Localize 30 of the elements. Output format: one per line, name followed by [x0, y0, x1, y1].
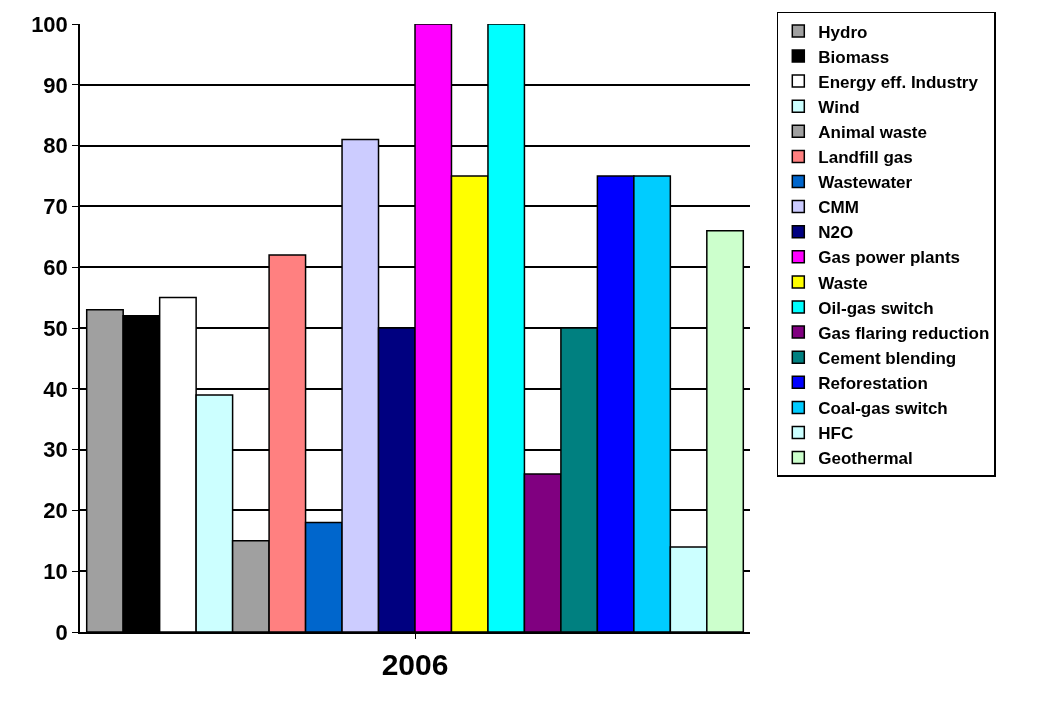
legend-label: CMM: [818, 198, 859, 218]
y-tick-label: 0: [55, 619, 68, 645]
y-tick-label: 20: [43, 498, 68, 524]
y-tick-label: 40: [43, 376, 68, 402]
legend-label: Waste: [818, 273, 868, 293]
y-tick-label: 10: [43, 558, 68, 584]
y-tick-label: 90: [43, 72, 68, 98]
legend-label: Landfill gas: [818, 148, 913, 168]
legend-label: Biomass: [818, 47, 890, 67]
legend-label: Gas flaring reduction: [818, 323, 990, 343]
legend-label: Animal waste: [818, 122, 927, 142]
y-tick-label: 60: [43, 254, 68, 280]
legend-label: Oil-gas switch: [818, 298, 934, 318]
legend-label: Hydro: [818, 22, 868, 42]
y-tick-label: 70: [43, 194, 68, 220]
legend-label: Cement blending: [818, 348, 957, 368]
legend-label: Wastewater: [818, 173, 913, 193]
legend-label: Geothermal: [818, 449, 913, 469]
legend-label: HFC: [818, 424, 854, 444]
y-tick-label: 100: [31, 11, 68, 37]
x-tick-label: 2006: [381, 647, 449, 681]
legend-label: N2O: [818, 223, 854, 243]
legend-label: Reforestation: [818, 373, 928, 393]
legend-label: Energy eff. Industry: [818, 72, 979, 92]
y-tick-label: 50: [43, 315, 68, 341]
legend-label: Wind: [818, 97, 860, 117]
y-tick-label: 30: [43, 437, 68, 463]
legend-label: Gas power plants: [818, 248, 960, 268]
y-tick-label: 80: [43, 133, 68, 159]
legend-label: Coal-gas switch: [818, 399, 948, 419]
